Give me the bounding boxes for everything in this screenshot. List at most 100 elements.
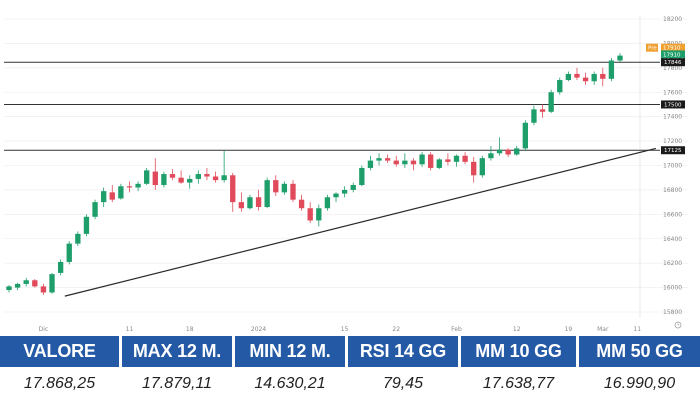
candle — [23, 277, 29, 287]
candle — [178, 170, 184, 184]
candle — [281, 181, 288, 195]
candle — [57, 259, 64, 276]
candle — [574, 67, 580, 81]
candle-body — [49, 274, 55, 293]
candle-body — [376, 158, 382, 161]
candle-body — [359, 167, 365, 186]
candle — [118, 183, 124, 200]
candle-body — [14, 283, 21, 288]
candle-body — [204, 174, 210, 177]
candle-body — [298, 199, 305, 209]
stats-table: VALORE 17.868,25 MAX 12 M. 17.879,11 MIN… — [0, 336, 700, 400]
candle — [161, 171, 167, 188]
candle-body — [341, 189, 348, 194]
y-tick-label: 18200 — [663, 16, 682, 23]
candle — [144, 167, 150, 186]
candle-body — [557, 80, 563, 93]
candle — [204, 167, 210, 181]
candle — [247, 194, 253, 210]
candle-body — [350, 185, 356, 190]
y-tick-label: 15800 — [663, 309, 682, 316]
stat-label: MAX 12 M. — [122, 336, 232, 367]
x-tick-label: 11 — [633, 326, 641, 333]
candle — [14, 282, 21, 291]
candle — [212, 171, 219, 183]
stat-value: 79,45 — [382, 374, 424, 392]
candle-body — [428, 154, 434, 168]
candle — [436, 158, 442, 170]
candle — [135, 181, 141, 192]
stat-label: RSI 14 GG — [348, 336, 458, 367]
y-tick-label: 17000 — [663, 163, 682, 170]
candle — [316, 204, 322, 227]
candle — [40, 283, 47, 295]
candlestick-chart: 15800 16000 16200 16400 16600 16800 17000 17200… — [4, 15, 688, 333]
candle-body — [83, 216, 90, 234]
y-tick-label: 16200 — [663, 260, 682, 267]
level-tag-text: 17500 — [664, 102, 682, 108]
stat-valore: VALORE 17.868,25 — [0, 336, 119, 400]
stat-value: 17.868,25 — [23, 374, 96, 392]
candle-body — [402, 160, 408, 165]
candle — [376, 153, 382, 166]
candle-body — [255, 197, 262, 208]
candle — [230, 172, 236, 212]
candle-body — [419, 154, 425, 165]
candle — [608, 58, 615, 82]
candle-body — [617, 55, 623, 61]
candle — [126, 181, 133, 193]
candle-body — [410, 160, 417, 165]
candle-body — [307, 208, 313, 221]
candle-body — [290, 183, 296, 200]
stat-value: 16.990,90 — [603, 374, 676, 392]
candle — [32, 279, 38, 288]
y-tick-label: 17200 — [663, 138, 682, 145]
candle — [548, 89, 554, 114]
clock-icon[interactable] — [674, 321, 682, 329]
candle-body — [109, 192, 115, 200]
candle — [479, 155, 485, 178]
candle — [169, 169, 176, 181]
candle-body — [23, 280, 29, 284]
candle — [100, 187, 107, 208]
candle-body — [479, 158, 485, 176]
candle-body — [539, 109, 546, 112]
candle — [557, 77, 563, 95]
candle-body — [66, 243, 72, 262]
candle — [505, 148, 511, 157]
candle-body — [57, 261, 64, 273]
candle-body — [531, 109, 537, 123]
candle-body — [118, 186, 124, 199]
candle-body — [367, 160, 374, 168]
candle-body — [32, 280, 38, 287]
candle — [445, 153, 451, 166]
candle — [290, 180, 296, 203]
candle-body — [565, 73, 572, 81]
candle-body — [582, 77, 589, 82]
candle-body — [6, 286, 12, 291]
candle-body — [100, 191, 107, 203]
candle — [471, 156, 477, 183]
candle — [488, 145, 494, 161]
candle-body — [238, 202, 245, 209]
candle-body — [126, 186, 133, 188]
candle-body — [316, 208, 322, 221]
candle-body — [324, 197, 331, 209]
candle-body — [169, 174, 176, 178]
stat-value: 17.879,11 — [142, 374, 212, 392]
candle — [410, 158, 417, 171]
level-tag — [661, 58, 685, 67]
candle — [367, 155, 374, 171]
candle — [298, 194, 305, 211]
axis-labels: 15800 16000 16200 16400 16600 16800 17000 17200… — [39, 16, 683, 333]
candle — [341, 186, 348, 198]
candle-body — [195, 174, 201, 179]
x-tick-label: 22 — [392, 326, 400, 333]
candle — [565, 71, 572, 82]
candle-body — [608, 60, 615, 79]
candle — [419, 152, 425, 167]
stat-rsi-14gg: RSI 14 GG 79,45 — [348, 336, 458, 400]
candle — [350, 182, 356, 193]
x-tick-label: 18 — [186, 326, 194, 333]
candle-body — [462, 155, 468, 162]
